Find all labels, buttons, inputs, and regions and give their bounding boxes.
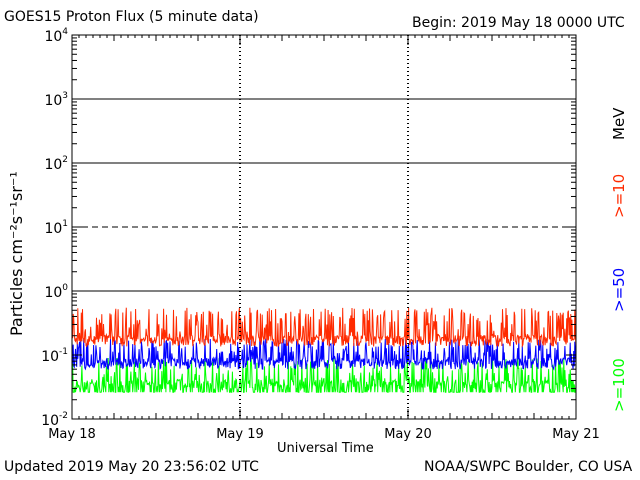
chart-title: GOES15 Proton Flux (5 minute data) bbox=[4, 9, 259, 25]
legend-label-1: >=50 bbox=[610, 268, 628, 312]
legend-label-2: >=100 bbox=[610, 358, 628, 412]
y-tick-label-4: 102 bbox=[44, 155, 68, 173]
series-layer bbox=[71, 307, 577, 393]
x-tick-label-1: May 19 bbox=[216, 427, 264, 442]
x-tick-label-0: May 18 bbox=[48, 427, 96, 442]
updated-text: Updated 2019 May 20 23:56:02 UTC bbox=[4, 459, 259, 475]
energy-unit-label: MeV bbox=[610, 107, 628, 140]
label-layer: 10-2 10-1 100 101 102 103 104 May 18 May 19 May 2… bbox=[7, 27, 628, 442]
series-line-1 bbox=[71, 337, 577, 371]
series-line-2 bbox=[71, 357, 577, 393]
y-axis-title: Particles cm⁻²s⁻¹sr⁻¹ bbox=[7, 171, 26, 336]
credit-text: NOAA/SWPC Boulder, CO USA bbox=[424, 459, 633, 475]
x-tick-label-3: May 21 bbox=[552, 427, 600, 442]
x-tick-label-2: May 20 bbox=[384, 427, 432, 442]
series-line-0 bbox=[71, 307, 577, 348]
grid-layer bbox=[72, 35, 576, 419]
tick-layer bbox=[71, 35, 577, 420]
y-tick-label-1: 10-1 bbox=[41, 347, 68, 365]
y-tick-label-0: 10-2 bbox=[41, 411, 68, 429]
y-tick-label-3: 101 bbox=[44, 219, 68, 237]
y-tick-label-6: 104 bbox=[44, 27, 68, 45]
begin-time: Begin: 2019 May 18 0000 UTC bbox=[412, 15, 625, 31]
y-tick-label-5: 103 bbox=[44, 91, 68, 109]
legend-label-0: >=10 bbox=[610, 174, 628, 218]
x-axis-title: Universal Time bbox=[277, 441, 374, 456]
y-tick-label-2: 100 bbox=[44, 283, 68, 301]
